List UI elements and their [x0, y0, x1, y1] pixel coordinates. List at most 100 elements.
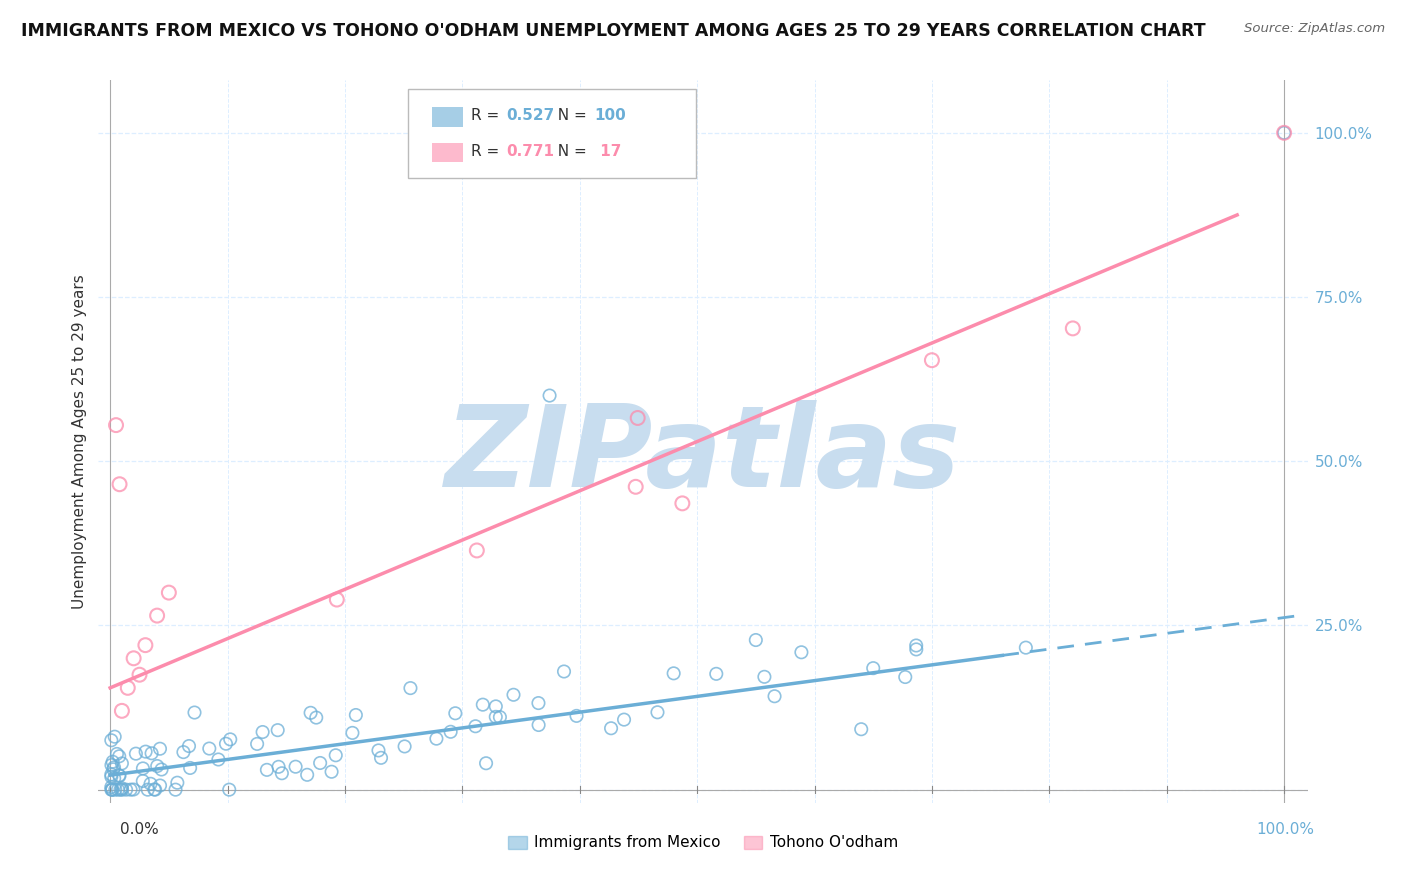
Point	[111, 782, 134, 797]
Point	[132, 774, 155, 789]
Point	[489, 710, 512, 724]
Point	[100, 758, 122, 772]
Point	[103, 762, 125, 776]
Point	[485, 699, 508, 714]
Point	[267, 760, 290, 774]
Point	[367, 743, 389, 757]
Point	[165, 782, 187, 797]
Point	[143, 782, 166, 797]
Point	[399, 681, 422, 695]
Point	[111, 704, 134, 718]
Point	[538, 388, 561, 402]
Point	[754, 670, 776, 684]
Point	[527, 718, 550, 732]
Point	[104, 730, 127, 744]
Point	[215, 737, 238, 751]
Point	[183, 706, 205, 720]
Point	[256, 763, 278, 777]
Point	[252, 725, 274, 739]
Point	[111, 756, 134, 771]
Text: R =: R =	[471, 109, 505, 123]
Point	[284, 760, 307, 774]
Point	[1062, 321, 1084, 335]
Point	[139, 777, 162, 791]
Point	[219, 732, 242, 747]
Text: 17: 17	[595, 145, 621, 159]
Point	[132, 761, 155, 775]
Text: N =: N =	[548, 145, 592, 159]
Point	[344, 708, 367, 723]
Text: N =: N =	[548, 109, 592, 123]
Point	[103, 772, 125, 786]
Point	[267, 723, 290, 738]
Point	[149, 741, 172, 756]
Point	[745, 633, 768, 648]
Point	[921, 353, 943, 368]
Point	[299, 706, 322, 720]
Point	[105, 747, 128, 761]
Point	[120, 782, 142, 797]
Point	[157, 585, 180, 599]
Text: Source: ZipAtlas.com: Source: ZipAtlas.com	[1244, 22, 1385, 36]
Point	[135, 745, 157, 759]
Point	[326, 592, 349, 607]
Point	[370, 751, 392, 765]
Point	[321, 764, 343, 779]
Point	[108, 768, 131, 782]
Point	[600, 721, 623, 735]
Point	[502, 688, 524, 702]
Point	[172, 745, 194, 759]
Point	[647, 706, 669, 720]
Text: 100: 100	[595, 109, 627, 123]
Point	[763, 690, 786, 704]
Point	[100, 782, 122, 797]
Point	[146, 759, 169, 773]
Point	[851, 723, 873, 737]
Point	[105, 418, 128, 433]
Point	[464, 719, 486, 733]
Point	[475, 756, 498, 771]
Point	[218, 782, 240, 797]
Point	[115, 782, 138, 797]
Point	[207, 752, 229, 766]
Point	[149, 779, 172, 793]
Text: R =: R =	[471, 145, 505, 159]
Point	[295, 768, 318, 782]
Point	[125, 747, 148, 761]
Point	[101, 755, 124, 769]
Point	[166, 775, 188, 789]
Point	[270, 766, 292, 780]
Point	[440, 724, 463, 739]
Point	[1015, 640, 1038, 655]
Point	[110, 782, 132, 797]
Y-axis label: Unemployment Among Ages 25 to 29 years: Unemployment Among Ages 25 to 29 years	[72, 274, 87, 609]
Point	[100, 770, 122, 784]
Point	[624, 480, 647, 494]
Point	[862, 661, 884, 675]
Point	[136, 782, 159, 797]
Point	[425, 731, 447, 746]
Text: 0.527: 0.527	[506, 109, 554, 123]
Point	[790, 645, 813, 659]
Point	[100, 733, 122, 747]
Point	[128, 667, 150, 681]
Point	[122, 651, 145, 665]
Point	[103, 760, 125, 774]
Text: 0.0%: 0.0%	[120, 822, 159, 837]
Point	[143, 782, 166, 797]
Point	[565, 709, 588, 723]
Point	[471, 698, 494, 712]
Point	[111, 781, 134, 796]
Point	[342, 726, 364, 740]
Point	[134, 638, 156, 652]
Point	[305, 710, 328, 724]
Point	[485, 710, 508, 724]
Text: ZIPatlas: ZIPatlas	[444, 401, 962, 511]
Point	[101, 782, 124, 797]
Point	[107, 782, 129, 797]
Point	[198, 741, 221, 756]
Point	[394, 739, 416, 754]
Point	[101, 782, 124, 797]
Point	[141, 746, 163, 760]
Point	[108, 749, 131, 764]
